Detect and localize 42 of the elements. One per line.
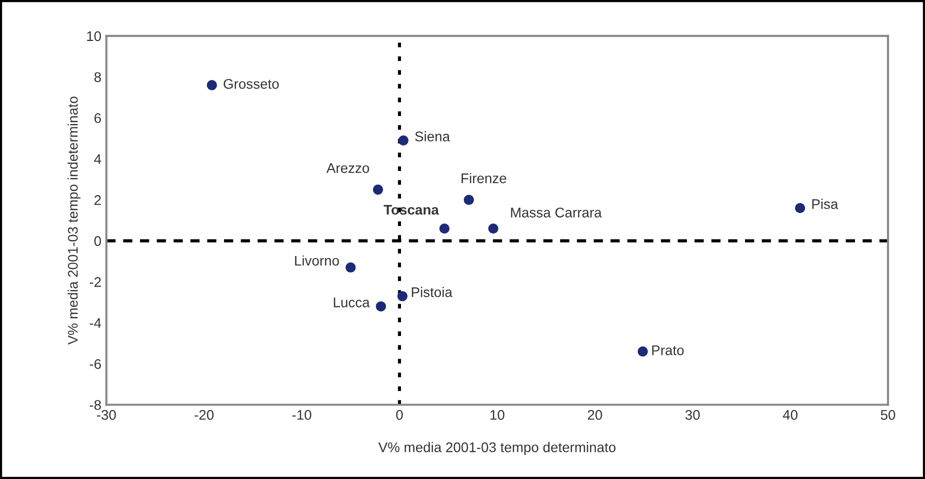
point [638, 346, 648, 357]
point [398, 135, 408, 146]
point [346, 262, 356, 273]
y-tick-label: 10 [87, 31, 101, 42]
x-tick-label: 30 [685, 410, 700, 420]
y-tick-label: -2 [90, 277, 101, 287]
annotation: Lucca [334, 298, 370, 308]
point [376, 301, 386, 312]
y-tick-label: 4 [94, 154, 102, 164]
y-tick-label: 2 [94, 195, 101, 205]
x-tick-label: 50 [880, 410, 896, 420]
y-tick-label: -4 [90, 318, 102, 328]
y-tick-label: -6 [90, 359, 101, 369]
annotation: Firenze [462, 173, 506, 184]
y-tick-label: 6 [94, 113, 101, 124]
x-tick-label: 10 [490, 410, 504, 420]
x-tick-label: 40 [782, 410, 798, 420]
point [488, 223, 498, 234]
point [206, 80, 217, 90]
x-tick-label: -10 [292, 410, 312, 420]
y-tick-label: 0 [94, 236, 101, 246]
annotation: Grosseto [224, 78, 279, 89]
point [397, 291, 408, 302]
annotation: Livorno [295, 255, 339, 266]
point [439, 223, 450, 234]
x-axis-title: V% media 2001-03 tempo determinato [378, 442, 616, 455]
x-tick-label: 20 [588, 410, 602, 420]
y-axis-title: V% media 2001-03 tempo indeterminato [68, 96, 81, 345]
point [794, 202, 806, 214]
point [464, 194, 474, 205]
y-tick-label: -8 [90, 400, 101, 410]
x-tick-label: -30 [96, 410, 116, 420]
x-tick-label: -20 [194, 410, 214, 420]
annotation: Pistoia [412, 286, 452, 298]
annotation: Siena [415, 131, 450, 142]
annotation: Massa Carrara [511, 208, 602, 218]
point [372, 184, 384, 195]
x-tick-label: 0 [396, 410, 403, 420]
y-tick-label: 8 [94, 72, 101, 82]
annotation: Arezzo [326, 163, 370, 173]
annotation: Prato [652, 346, 684, 356]
annotation: Pisa [812, 198, 838, 209]
